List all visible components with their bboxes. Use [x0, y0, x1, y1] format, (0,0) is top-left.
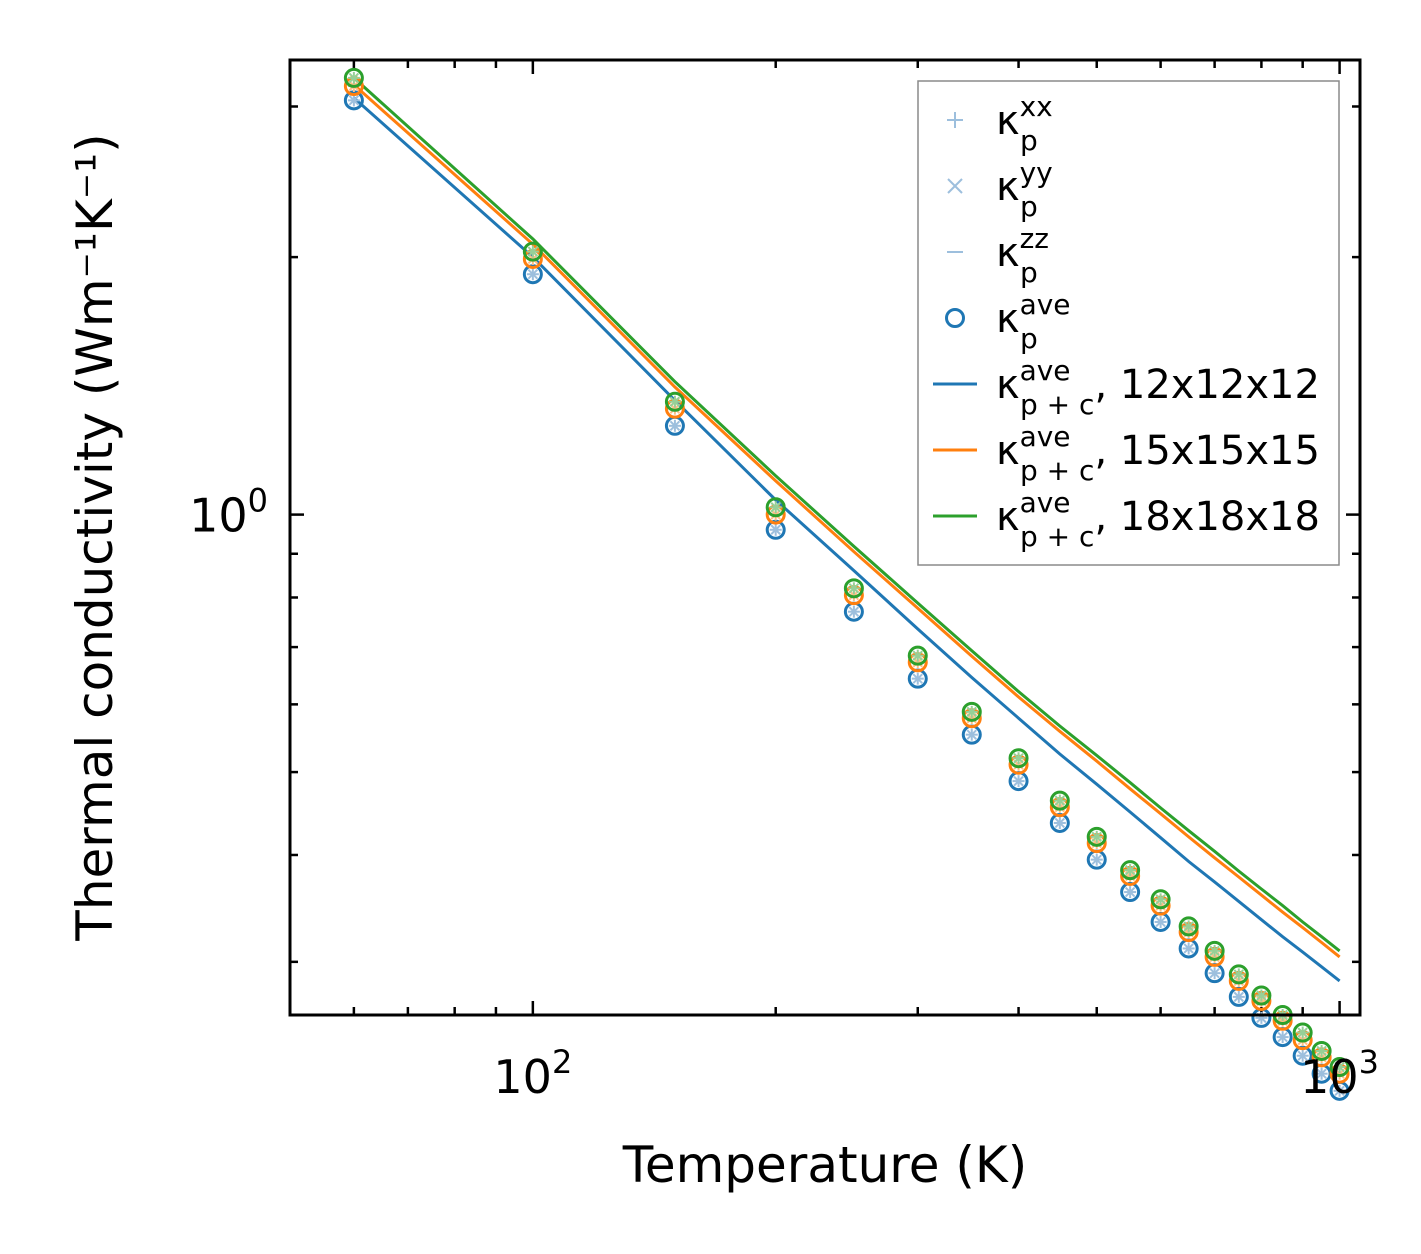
kappa-yy-marker — [1054, 795, 1066, 806]
kappa-yy-marker — [527, 269, 539, 280]
data-point — [1251, 985, 1272, 1006]
kappa-yy-marker — [348, 95, 360, 106]
data-point — [1008, 748, 1029, 769]
legend-label: κxx p — [996, 90, 1053, 157]
data-point — [1178, 916, 1199, 937]
kappa-yy-marker — [348, 72, 360, 84]
data-point — [843, 578, 864, 599]
data-point — [765, 519, 786, 540]
kappa-yy-marker — [966, 706, 977, 718]
kappa-yy-marker — [1124, 886, 1136, 898]
data-point — [343, 67, 364, 88]
kappa-yy-marker — [1155, 916, 1166, 928]
data-point — [522, 264, 543, 285]
legend-label: κave p + c, 15x15x15 — [996, 420, 1320, 487]
x-tick-label: 103 — [1300, 1043, 1379, 1104]
kappa-yy-marker — [1091, 831, 1102, 843]
kappa-yy-marker — [1124, 864, 1136, 876]
kappa-yy-marker — [1091, 854, 1102, 865]
kappa-yy-marker — [1209, 945, 1220, 957]
kappa-yy-marker — [848, 606, 860, 617]
data-series — [343, 67, 1350, 1101]
kappa-yy-marker — [1054, 817, 1066, 829]
kappa-yy-marker — [1334, 1085, 1345, 1097]
kappa-yy-marker — [912, 650, 923, 661]
kappa-yy-marker — [1297, 1027, 1308, 1038]
data-point — [1049, 790, 1070, 811]
kappa-yy-marker — [1316, 1068, 1327, 1079]
kappa-yy-marker — [966, 729, 977, 740]
legend-circle-marker — [945, 308, 965, 328]
legend-label: κzz p — [996, 222, 1049, 289]
plot-frame — [288, 58, 1362, 1017]
x-axis-label: Temperature (K) — [622, 1136, 1027, 1194]
data-point — [907, 645, 928, 666]
data-point — [1150, 889, 1171, 910]
kappa-yy-marker — [848, 583, 860, 594]
kappa-yy-marker — [1013, 753, 1024, 764]
kappa-yy-marker — [770, 502, 781, 513]
kappa-yy-marker — [1277, 1031, 1288, 1043]
kappa-yy-marker — [669, 396, 681, 407]
y-tick-label: 100 — [189, 482, 268, 543]
x-tick-label: 102 — [493, 1043, 572, 1104]
series-line — [352, 76, 1341, 953]
data-point — [1311, 1040, 1332, 1061]
series-line — [352, 83, 1341, 959]
kappa-yy-marker — [1233, 969, 1244, 980]
series-line — [352, 96, 1341, 983]
kappa-yy-marker — [1183, 921, 1194, 932]
data-point — [664, 391, 685, 412]
kappa-yy-marker — [1316, 1045, 1327, 1057]
legend-box — [917, 80, 1340, 566]
data-point — [1292, 1022, 1313, 1043]
legend-label: κave p + c, 12x12x12 — [996, 354, 1320, 421]
kappa-yy-marker — [1297, 1050, 1308, 1061]
kappa-yy-marker — [527, 246, 539, 257]
legend-label: κyy p — [996, 156, 1053, 223]
data-point — [522, 241, 543, 262]
kappa-yy-marker — [1155, 894, 1166, 905]
kappa-yy-marker — [1233, 991, 1244, 1003]
legend-label: κave p — [996, 288, 1071, 355]
data-point — [1228, 964, 1249, 985]
y-axis-label: Thermal conductivity (Wm⁻¹K⁻¹) — [66, 133, 124, 941]
data-point — [1204, 940, 1225, 961]
legend-cross-marker — [947, 178, 963, 194]
tick-labels: 102 103 100 — [189, 482, 1379, 1104]
kappa-yy-marker — [1256, 990, 1267, 1001]
kappa-yy-marker — [770, 524, 781, 535]
data-point — [1329, 1057, 1350, 1078]
kappa-yy-marker — [1013, 775, 1024, 787]
kappa-yy-marker — [669, 420, 681, 432]
kappa-yy-marker — [1334, 1061, 1345, 1073]
legend-label: κave p + c, 18x18x18 — [996, 486, 1320, 553]
data-point — [1086, 826, 1107, 847]
kappa-yy-marker — [912, 673, 923, 684]
data-point — [765, 497, 786, 518]
data-point — [961, 701, 982, 722]
kappa-yy-marker — [1209, 967, 1220, 979]
data-point — [1120, 860, 1141, 881]
kappa-yy-marker — [1183, 943, 1194, 954]
